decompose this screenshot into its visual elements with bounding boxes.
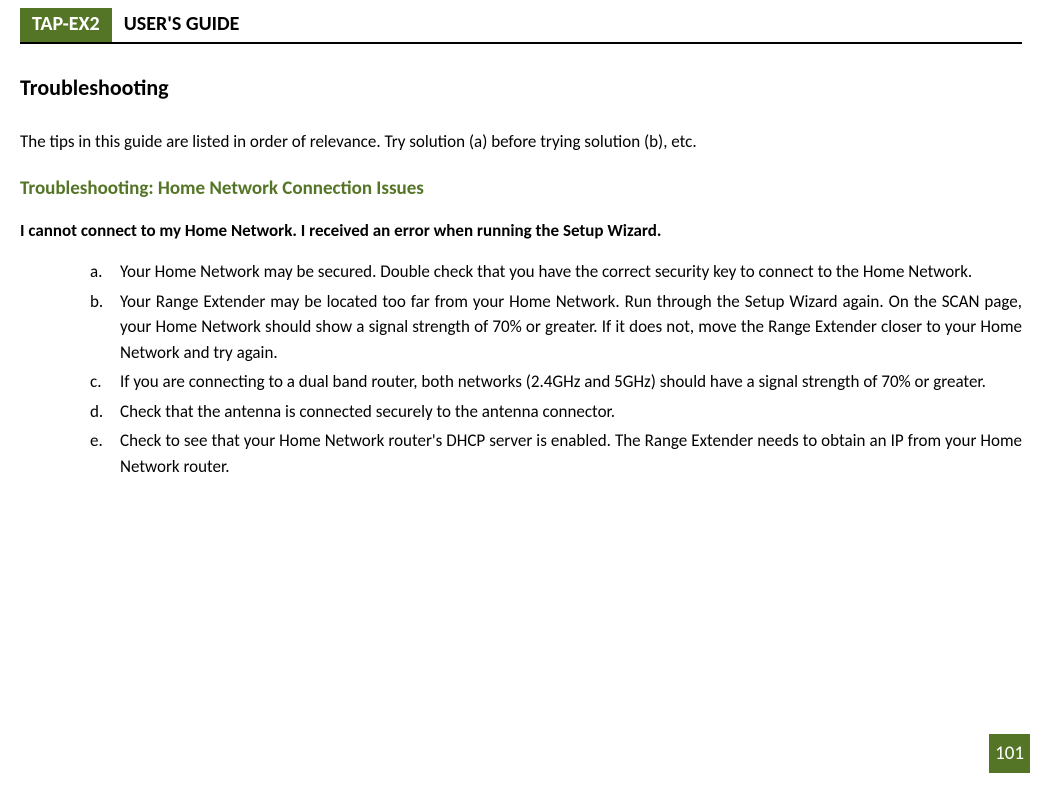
- list-text: If you are connecting to a dual band rou…: [120, 369, 1022, 395]
- list-marker: a.: [90, 259, 120, 285]
- list-marker: b.: [90, 289, 120, 366]
- sub-heading: Troubleshooting: Home Network Connection…: [20, 177, 1022, 200]
- page-number: 101: [989, 734, 1030, 773]
- list-marker: c.: [90, 369, 120, 395]
- list-item: a. Your Home Network may be secured. Dou…: [90, 259, 1022, 285]
- list-item: e. Check to see that your Home Network r…: [90, 428, 1022, 479]
- product-tab: TAP-EX2: [20, 8, 112, 42]
- list-marker: d.: [90, 399, 120, 425]
- question-line: I cannot connect to my Home Network. I r…: [20, 220, 1022, 241]
- list-item: c. If you are connecting to a dual band …: [90, 369, 1022, 395]
- solutions-list: a. Your Home Network may be secured. Dou…: [20, 259, 1022, 479]
- list-text: Your Home Network may be secured. Double…: [120, 259, 1022, 285]
- list-text: Check that the antenna is connected secu…: [120, 399, 1022, 425]
- list-text: Check to see that your Home Network rout…: [120, 428, 1022, 479]
- guide-title: USER'S GUIDE: [112, 8, 252, 42]
- list-marker: e.: [90, 428, 120, 479]
- page-content: Troubleshooting The tips in this guide a…: [0, 44, 1042, 479]
- section-title: Troubleshooting: [20, 74, 1022, 101]
- header-bar: TAP-EX2 USER'S GUIDE: [20, 0, 1022, 44]
- list-item: b. Your Range Extender may be located to…: [90, 289, 1022, 366]
- list-text: Your Range Extender may be located too f…: [120, 289, 1022, 366]
- list-item: d. Check that the antenna is connected s…: [90, 399, 1022, 425]
- intro-text: The tips in this guide are listed in ord…: [20, 131, 1022, 152]
